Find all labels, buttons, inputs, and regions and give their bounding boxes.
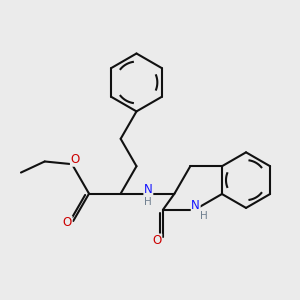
Text: N: N [191, 200, 200, 212]
Text: O: O [70, 153, 80, 166]
Text: N: N [144, 182, 153, 196]
Text: O: O [63, 217, 72, 230]
Text: O: O [152, 234, 162, 247]
Text: H: H [145, 197, 152, 207]
Text: H: H [200, 211, 208, 220]
